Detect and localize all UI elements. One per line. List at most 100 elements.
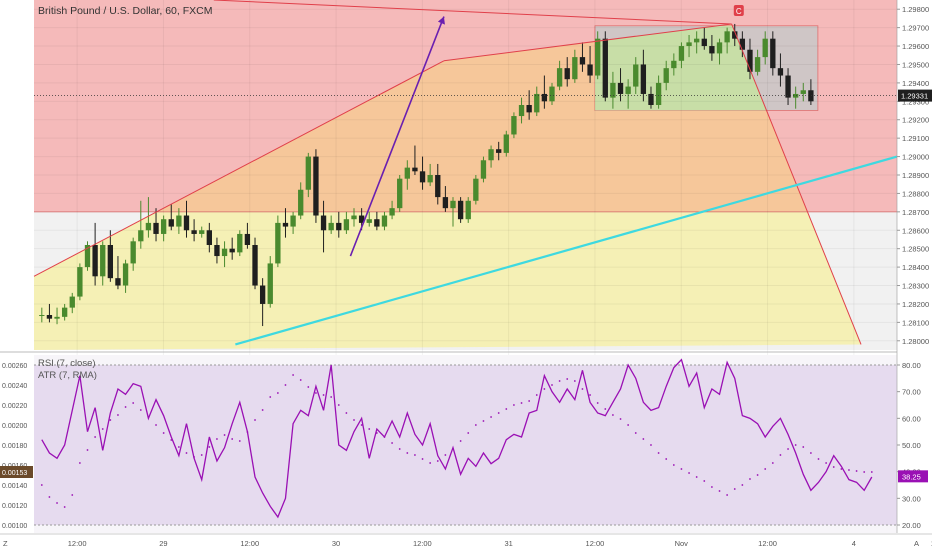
atr-dot bbox=[870, 471, 873, 473]
rsi-legend: RSI (7, close) bbox=[38, 358, 96, 369]
price-tick-label: 1.28200 bbox=[902, 300, 929, 309]
candle-body bbox=[381, 215, 388, 227]
candle-body bbox=[686, 42, 692, 47]
atr-dot bbox=[543, 388, 546, 390]
time-tick-label: 12:00 bbox=[240, 539, 259, 548]
atr-dot bbox=[520, 402, 523, 404]
time-tick-label: 12:00 bbox=[413, 539, 432, 548]
atr-dot bbox=[330, 396, 333, 398]
candle-body bbox=[800, 90, 806, 94]
rsi-tick-label: 70.00 bbox=[902, 388, 921, 397]
candle-body bbox=[587, 64, 593, 76]
candle-body bbox=[792, 93, 799, 98]
time-tick-label: 4 bbox=[852, 539, 856, 548]
atr-dot bbox=[589, 394, 591, 396]
atr-dot bbox=[596, 402, 599, 404]
atr-dot bbox=[63, 506, 66, 508]
atr-dot bbox=[299, 379, 302, 381]
atr-dot bbox=[490, 416, 492, 418]
candle-body bbox=[655, 82, 662, 105]
price-tick-label: 1.28800 bbox=[902, 189, 929, 198]
atr-dot bbox=[817, 458, 820, 460]
atr-dot bbox=[391, 442, 393, 444]
atr-dot bbox=[558, 380, 561, 382]
candle-body bbox=[305, 156, 311, 190]
candle-body bbox=[602, 38, 608, 98]
atr-dot bbox=[764, 468, 767, 470]
atr-dot bbox=[551, 384, 553, 386]
candle-body bbox=[488, 149, 494, 161]
candle-body bbox=[130, 241, 136, 264]
atr-dot bbox=[749, 478, 751, 480]
atr-dot bbox=[627, 424, 630, 426]
atr-dot bbox=[779, 454, 782, 456]
candle-body bbox=[663, 68, 669, 83]
candle-body bbox=[214, 245, 220, 257]
candle-body bbox=[579, 57, 586, 65]
atr-dot bbox=[444, 454, 447, 456]
atr-dot bbox=[505, 408, 508, 410]
candle-body bbox=[221, 248, 228, 257]
atr-dot bbox=[223, 434, 226, 436]
atr-dot bbox=[185, 452, 188, 454]
atr-dot bbox=[421, 458, 424, 460]
candle-body bbox=[777, 68, 784, 76]
atr-dot bbox=[276, 392, 279, 394]
atr-dot bbox=[612, 414, 614, 416]
atr-dot bbox=[216, 438, 218, 440]
candle-body bbox=[267, 263, 273, 304]
price-tick-label: 1.28100 bbox=[902, 318, 929, 327]
rsi-tick-label: 60.00 bbox=[902, 414, 921, 423]
atr-dot bbox=[771, 462, 774, 464]
atr-dot bbox=[345, 412, 348, 414]
time-axis-right-corner[interactable]: A bbox=[914, 539, 919, 548]
rsi-tick-label: 30.00 bbox=[902, 494, 921, 503]
price-tick-label: 1.28300 bbox=[902, 282, 929, 291]
price-tick-label: 1.28500 bbox=[902, 245, 929, 254]
candle-body bbox=[435, 175, 441, 198]
candle-body bbox=[358, 215, 365, 223]
atr-dot bbox=[452, 448, 454, 450]
atr-tick-label: 0.00100 bbox=[2, 523, 27, 530]
last-price-badge bbox=[898, 89, 932, 102]
candle-body bbox=[762, 38, 768, 58]
atr-dot bbox=[566, 378, 569, 380]
atr-dot bbox=[200, 454, 203, 456]
atr-dot bbox=[459, 440, 462, 442]
atr-dot bbox=[619, 418, 622, 420]
candle-body bbox=[404, 167, 410, 179]
candle-body bbox=[397, 178, 403, 209]
candle-body bbox=[237, 233, 243, 253]
price-tick-label: 1.29200 bbox=[902, 116, 929, 125]
candle-body bbox=[556, 68, 563, 87]
atr-dot bbox=[711, 486, 713, 488]
atr-dot bbox=[733, 488, 736, 490]
atr-tick-label: 0.00260 bbox=[2, 363, 27, 370]
atr-dot bbox=[284, 384, 287, 386]
time-axis-left-corner[interactable]: Z bbox=[3, 539, 8, 548]
candle-body bbox=[701, 38, 707, 47]
atr-dot bbox=[848, 469, 850, 471]
last-price-label: 1.29331 bbox=[901, 92, 928, 101]
price-tick-label: 1.29600 bbox=[902, 42, 929, 51]
atr-dot bbox=[787, 448, 789, 450]
atr-dot bbox=[56, 502, 58, 504]
time-tick-label: 31 bbox=[504, 539, 512, 548]
candle-body bbox=[313, 156, 319, 216]
candle-body bbox=[747, 49, 753, 72]
candle-body bbox=[610, 82, 616, 98]
price-tick-label: 1.29400 bbox=[902, 79, 929, 88]
candle-body bbox=[259, 285, 266, 304]
atr-dot bbox=[528, 400, 531, 402]
atr-dot bbox=[802, 446, 805, 448]
atr-dot bbox=[238, 440, 241, 442]
atr-dot bbox=[246, 431, 249, 433]
rsi-tick-label: 80.00 bbox=[902, 361, 921, 370]
atr-dot bbox=[383, 436, 386, 438]
candle-body bbox=[511, 116, 517, 135]
candle-body bbox=[366, 219, 372, 223]
atr-dot bbox=[832, 466, 835, 468]
candle-body bbox=[518, 105, 525, 117]
